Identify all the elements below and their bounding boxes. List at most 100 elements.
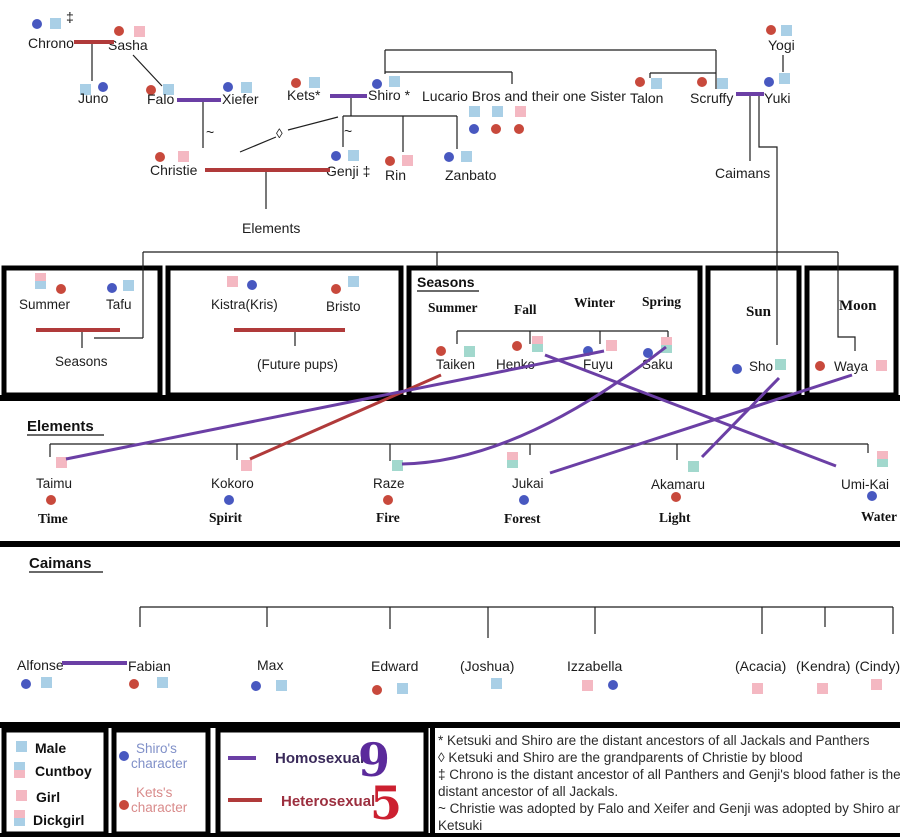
season-column-fall: Fall [514,302,537,317]
saku-square-bottom-icon [661,345,672,353]
legend-homosexual-label: Homosexual [275,750,364,767]
izzabella-name: Izzabella [567,658,622,674]
raze-name: Raze [373,476,405,491]
summer-square-top-icon [35,273,46,281]
yuki-dot-icon [764,77,774,87]
jukai-name: Jukai [512,476,544,491]
raze-dot-icon [383,495,393,505]
note-line-4: distant ancestor of all Jackals. [438,784,618,799]
kistra-square-icon [227,276,238,287]
moon-box [804,265,899,398]
falo-name: Falo [147,91,174,107]
lucario-label: Lucario Bros and their one Sister [422,88,626,104]
umikai-name: Umi-Kai [841,477,889,492]
zanbato-name: Zanbato [445,167,497,183]
max-dot-icon [251,681,261,691]
taimu-name: Taimu [36,476,72,491]
kistra-name: Kistra(Kris) [211,297,278,312]
jukai-square-bottom-icon [507,460,518,468]
umikai-dot-icon [867,491,877,501]
seasons-box-title: Seasons [417,274,475,290]
yuki-square-icon [779,73,790,84]
taimu-dot-icon [46,495,56,505]
kistra-dot-icon [247,280,257,290]
shiro-name: Shiro * [368,87,411,103]
rel-henko-umikai-line [544,353,837,468]
element-type-time: Time [38,511,68,526]
genji-square-icon [348,150,359,161]
sasha-square-icon [134,26,145,37]
henko-dot-icon [512,341,522,351]
chrono-dagger-symbol: ‡ [66,9,74,25]
legend-girl-icon [16,790,27,801]
waya-square-icon [876,360,887,371]
kokoro-square-icon [241,460,252,471]
lucario-square-1-icon [469,106,480,117]
kets-name: Kets* [287,87,321,103]
waya-name: Waya [834,359,868,374]
chrono-dot-icon [32,19,42,29]
divider-bar-caimans-bottom [0,722,900,728]
summer-name: Summer [19,297,71,312]
sasha-name: Sasha [108,37,148,53]
scruffy-square-icon [717,78,728,89]
season-column-summer: Summer [428,300,478,315]
max-name: Max [257,657,283,673]
shiro-square-icon [389,76,400,87]
divider-bar-boxes-bottom [0,395,900,401]
kistra-bristo-offspring-label: (Future pups) [257,357,338,372]
yuki-name: Yuki [764,90,790,106]
summer-square-bottom-icon [35,281,46,289]
max-square-icon [276,680,287,691]
umikai-square-top-icon [877,451,888,459]
bristo-name: Bristo [326,299,361,314]
legend-relationship-box [215,727,429,837]
cindy-name: (Cindy) [855,658,900,674]
tafu-square-icon [123,280,134,291]
rel-raze-saku-line [401,345,667,466]
christie-square-icon [178,151,189,162]
bristo-square-icon [348,276,359,287]
legend-kets-dot-icon [119,800,129,810]
caimans-section-title: Caimans [29,555,92,572]
divider-bar-elements-bottom [0,541,900,547]
akamaru-name: Akamaru [651,477,705,492]
scruffy-name: Scruffy [690,90,733,106]
note-line-6: Ketsuki [438,818,482,833]
summer-tafu-box [1,265,163,398]
edward-dot-icon [372,685,382,695]
sasha-dot-icon [114,26,124,36]
legend-kets-line1: Kets's [136,785,173,800]
izzabella-dot-icon [608,680,618,690]
kistra-bristo-box [165,265,404,398]
legend-cuntboy-icon-bottom [14,770,25,778]
element-type-fire: Fire [376,510,400,525]
lucario-square-2-icon [492,106,503,117]
sun-box [705,265,802,398]
kendra-square-icon [817,683,828,694]
diamond-symbol: ◊ [276,126,283,141]
fabian-name: Fabian [128,658,171,674]
xiefer-dot-icon [223,82,233,92]
bristo-dot-icon [331,284,341,294]
sho-name: Sho [749,359,773,374]
falo-square-icon [163,84,174,95]
alfonse-dot-icon [21,679,31,689]
yogi-square-icon [781,25,792,36]
rel-akamaru-sho-line [700,376,781,459]
season-column-winter: Winter [574,295,615,310]
legend-heterosexual-count: 5 [370,776,402,830]
henko-square-top-icon [532,336,543,344]
christie-dot-icon [155,152,165,162]
jukai-dot-icon [519,495,529,505]
moon-box-title: Moon [839,298,877,314]
christie-name: Christie [150,162,198,178]
summer-dot-icon [56,284,66,294]
edward-name: Edward [371,658,418,674]
sho-dot-icon [732,364,742,374]
fuyu-name: Fuyu [583,357,613,372]
fuyu-square-icon [606,340,617,351]
element-type-spirit: Spirit [209,510,243,525]
note-line-3: ‡ Chrono is the distant ancestor of all … [438,767,900,782]
